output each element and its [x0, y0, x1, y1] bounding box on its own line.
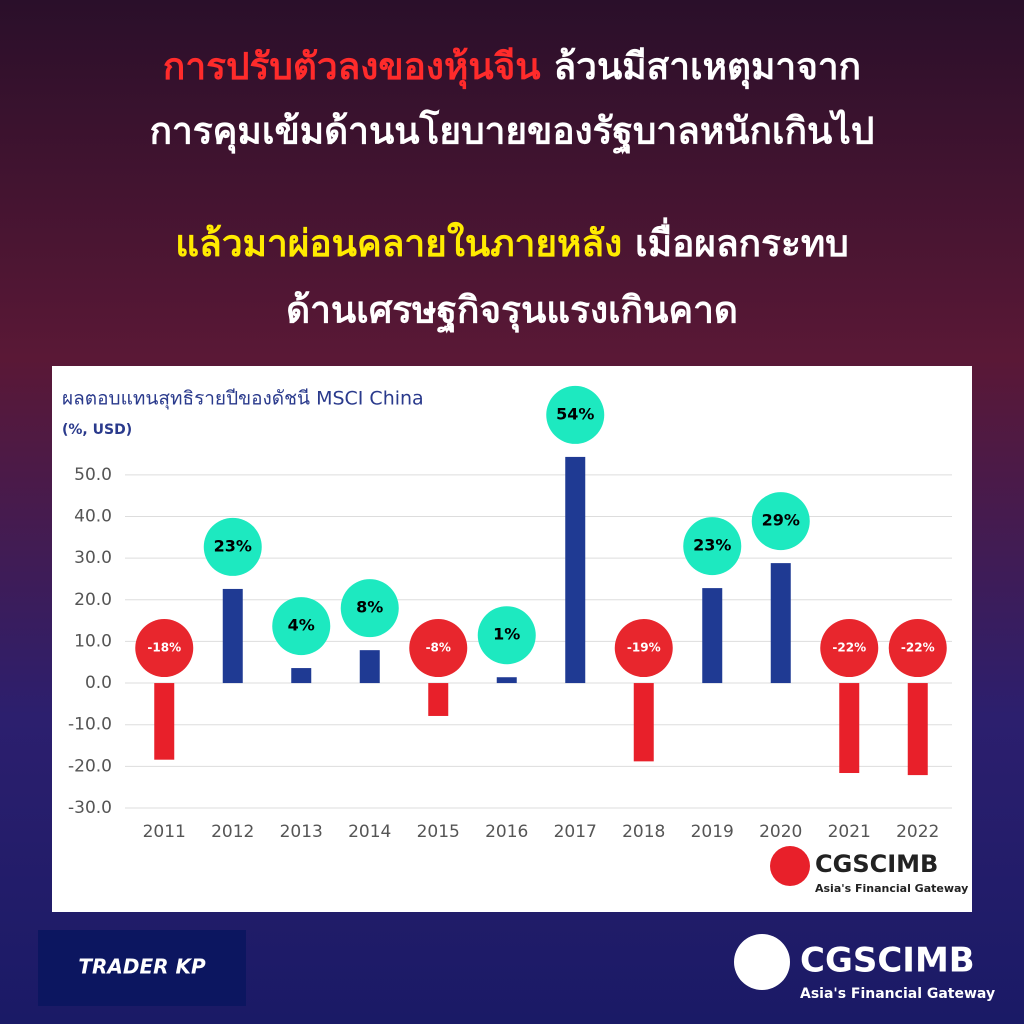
x-tick-label: 2014: [348, 822, 391, 842]
value-label: -19%: [627, 641, 661, 655]
logo-tagline: Asia's Financial Gateway: [815, 882, 968, 895]
logo-brand: CGSCIMB: [815, 850, 938, 878]
bar: [907, 683, 928, 776]
y-tick-label: -20.0: [68, 756, 112, 776]
value-label: 23%: [214, 536, 252, 555]
y-tick-label: 40.0: [74, 506, 112, 526]
bar: [428, 683, 449, 716]
chart-subtitle: (%, USD): [62, 422, 132, 438]
x-tick-label: 2021: [828, 822, 871, 842]
value-label-bubble: [546, 385, 605, 444]
headline-text: เมื่อผลกระทบ: [622, 217, 849, 265]
footer-tagline: Asia's Financial Gateway: [800, 986, 995, 1002]
value-label-bubble: [135, 619, 194, 678]
value-label-bubble: [683, 517, 742, 576]
headline-line: การปรับตัวลงของหุ้นจีน ล้วนมีสาเหตุมาจาก: [163, 45, 861, 90]
headline-line: การคุมเข้มด้านนโยบายของรัฐบาลหนักเกินไป: [150, 109, 875, 155]
value-label: 54%: [556, 404, 594, 423]
bar: [839, 683, 860, 774]
bar: [770, 563, 791, 684]
bar: [565, 456, 586, 684]
headline-line: แล้วมาผ่อนคลายในภายหลัง เมื่อผลกระทบ: [175, 217, 848, 265]
value-label-bubble: [477, 606, 536, 665]
chart-title: ผลตอบแทนสุทธิรายปีของดัชนี MSCI China: [62, 388, 424, 411]
y-tick-label: -30.0: [68, 798, 112, 818]
value-label-bubble: [203, 517, 262, 576]
value-label: 8%: [356, 598, 383, 617]
value-label-bubble: [272, 597, 331, 656]
headline-line: ด้านเศรษฐกิจรุนแรงเกินคาด: [286, 289, 738, 334]
x-tick-label: 2020: [759, 822, 802, 842]
value-label-bubble: [409, 619, 468, 678]
bar: [633, 683, 654, 762]
logo-icon: [770, 846, 810, 886]
bar: [222, 588, 243, 684]
value-label-bubble: [751, 492, 810, 551]
value-label-bubble: [614, 619, 673, 678]
y-tick-label: 10.0: [74, 631, 112, 651]
headline-highlight: การปรับตัวลงของหุ้นจีน: [163, 45, 541, 90]
x-tick-label: 2015: [417, 822, 460, 842]
y-tick-label: 20.0: [74, 590, 112, 610]
x-tick-label: 2019: [691, 822, 734, 842]
x-tick-label: 2013: [280, 822, 323, 842]
x-tick-label: 2016: [485, 822, 528, 842]
value-label: 1%: [493, 625, 520, 644]
y-tick-label: 30.0: [74, 548, 112, 568]
y-tick-label: 0.0: [85, 673, 112, 693]
value-label-bubble: [888, 619, 947, 678]
x-tick-label: 2012: [211, 822, 254, 842]
bar: [359, 650, 380, 684]
value-label: 29%: [762, 511, 800, 530]
bar: [291, 668, 312, 684]
x-tick-label: 2011: [143, 822, 186, 842]
y-tick-label: 50.0: [74, 465, 112, 485]
value-label-bubble: [820, 619, 879, 678]
value-label: 23%: [693, 536, 731, 555]
footer-logo-icon: [734, 934, 790, 990]
value-label: 4%: [288, 616, 315, 635]
y-tick-label: -10.0: [68, 715, 112, 735]
value-label-bubble: [340, 579, 399, 638]
bar: [496, 677, 517, 684]
trader-logo-box: [38, 930, 246, 1006]
headline-highlight: แล้วมาผ่อนคลายในภายหลัง: [175, 221, 622, 265]
value-label: -22%: [901, 641, 935, 655]
x-tick-label: 2018: [622, 822, 665, 842]
value-label: -18%: [147, 641, 181, 655]
x-tick-label: 2022: [896, 822, 939, 842]
bar: [702, 588, 723, 684]
bar: [154, 683, 175, 760]
x-tick-label: 2017: [554, 822, 597, 842]
footer-brand: CGSCIMB: [800, 941, 975, 981]
headline-text: ล้วนมีสาเหตุมาจาก: [541, 45, 861, 90]
value-label: -22%: [832, 641, 866, 655]
value-label: -8%: [426, 641, 451, 655]
trader-logo: TRADER KP: [78, 955, 206, 979]
